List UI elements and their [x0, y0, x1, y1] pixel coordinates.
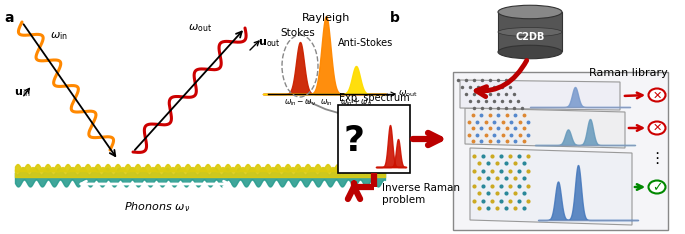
Polygon shape — [465, 108, 625, 148]
Text: ✓: ✓ — [651, 182, 662, 194]
Text: b: b — [390, 11, 400, 25]
Polygon shape — [470, 148, 632, 225]
FancyBboxPatch shape — [498, 12, 562, 51]
Text: Stokes: Stokes — [281, 28, 315, 38]
Text: $\omega_{\rm out}$: $\omega_{\rm out}$ — [188, 22, 212, 34]
Ellipse shape — [498, 45, 562, 59]
Text: Inverse Raman
problem: Inverse Raman problem — [382, 183, 460, 205]
Text: Phonons $\omega_\nu$: Phonons $\omega_\nu$ — [124, 200, 190, 214]
Text: $\mathbf{u}_{\rm in}$: $\mathbf{u}_{\rm in}$ — [14, 87, 31, 99]
Text: ?: ? — [343, 124, 364, 158]
Text: Rayleigh: Rayleigh — [302, 13, 350, 23]
Ellipse shape — [649, 180, 666, 194]
Text: Raman library: Raman library — [589, 68, 668, 78]
Text: $\omega_{\rm in} - \omega_\nu$: $\omega_{\rm in} - \omega_\nu$ — [284, 97, 316, 107]
Text: Anti-Stokes: Anti-Stokes — [338, 38, 394, 48]
FancyBboxPatch shape — [453, 72, 668, 230]
Text: a: a — [4, 11, 14, 25]
Text: $\mathbf{u}_{\rm out}$: $\mathbf{u}_{\rm out}$ — [258, 37, 281, 49]
Text: $\omega_{\rm in}$: $\omega_{\rm in}$ — [50, 30, 68, 42]
Text: $\omega_{\rm out}$: $\omega_{\rm out}$ — [398, 89, 418, 99]
Ellipse shape — [498, 5, 562, 19]
Text: Exp. spectrum: Exp. spectrum — [338, 93, 410, 103]
Text: ⋮: ⋮ — [649, 150, 664, 165]
Text: $\omega_{\rm in}$: $\omega_{\rm in}$ — [320, 97, 332, 107]
Ellipse shape — [498, 28, 562, 37]
Text: ✕: ✕ — [652, 123, 662, 133]
Text: C2DB: C2DB — [515, 32, 545, 42]
Ellipse shape — [649, 121, 666, 135]
Ellipse shape — [649, 88, 666, 102]
Polygon shape — [460, 80, 620, 110]
Text: $\omega_{\rm in} + \omega_\nu$: $\omega_{\rm in} + \omega_\nu$ — [340, 97, 372, 109]
FancyBboxPatch shape — [338, 105, 410, 173]
Text: ✕: ✕ — [652, 91, 662, 101]
